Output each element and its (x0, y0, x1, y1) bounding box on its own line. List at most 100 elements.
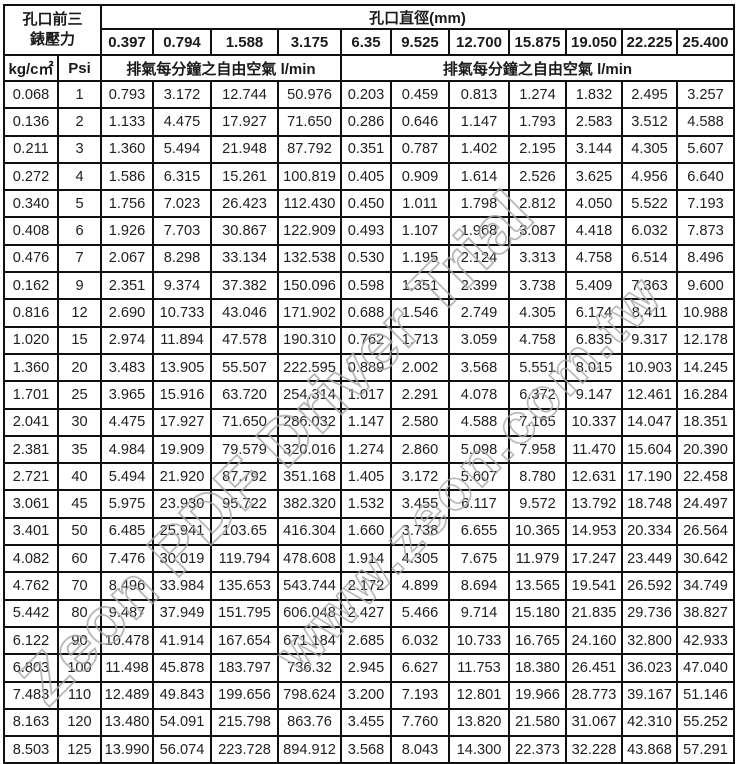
flow-cell-22225: 3.512 (621, 107, 678, 137)
table-row: 6.122 90 10.478 41.914 167.654 671.184 2.685 6.… (3, 625, 735, 656)
flow-cell-0794: 33.984 (152, 571, 212, 601)
flow-cell-12700: 10.733 (448, 625, 510, 656)
flow-cell-0397: 5.975 (100, 489, 154, 519)
flow-cell-0397: 5.494 (100, 462, 154, 492)
flow-cell-9525: 8.043 (390, 735, 450, 764)
flow-cell-3175: 671.184 (277, 625, 342, 656)
flow-cell-22225: 43.868 (621, 735, 678, 764)
table-row: 5.442 80 9.487 37.949 151.795 606.048 2.427 5.4… (3, 598, 735, 628)
pressure-psi-cell: 4 (57, 161, 102, 192)
flow-cell-15875: 2.526 (508, 161, 567, 192)
pressure-psi-cell: 25 (57, 380, 102, 410)
pressure-psi-cell: 110 (57, 680, 102, 710)
flow-cell-25400: 42.933 (676, 625, 735, 656)
flow-cell-3175: 87.792 (277, 134, 342, 164)
table-row: 4.762 70 8.496 33.984 135.653 543.744 2.172 4.8… (3, 571, 735, 601)
table-row: 7.483 110 12.489 49.843 199.656 798.624 3.200 7… (3, 680, 735, 710)
flow-cell-0794: 5.494 (152, 134, 212, 164)
flow-cell-12700: 3.059 (448, 325, 510, 355)
pressure-title-cell: 孔口前三 錶壓力 (3, 4, 102, 56)
flow-cell-25400: 12.178 (676, 325, 735, 355)
flow-cell-22225: 15.604 (621, 434, 678, 465)
flow-cell-635: 0.530 (340, 243, 392, 274)
pressure-psi-cell: 70 (57, 571, 102, 601)
flow-cell-635: 0.450 (340, 189, 392, 219)
pressure-kg-cell: 7.483 (3, 680, 59, 710)
flow-cell-12700: 2.749 (448, 298, 510, 328)
flow-cell-3175: 863.76 (277, 707, 342, 738)
pressure-psi-cell: 20 (57, 352, 102, 383)
flow-cell-12700: 2.399 (448, 271, 510, 301)
flow-cell-19050: 26.451 (565, 653, 623, 683)
flow-cell-0794: 6.315 (152, 161, 212, 192)
flow-cell-635: 0.762 (340, 325, 392, 355)
flow-cell-1588: 119.794 (210, 544, 279, 574)
flow-cell-0397: 2.351 (100, 271, 154, 301)
flow-cell-1588: 79.579 (210, 434, 279, 465)
flow-cell-22225: 5.522 (621, 189, 678, 219)
flow-cell-1588: 167.654 (210, 625, 279, 656)
flow-cell-25400: 34.749 (676, 571, 735, 601)
flow-cell-25400: 14.245 (676, 352, 735, 383)
pressure-psi-cell: 60 (57, 544, 102, 574)
flow-cell-3175: 351.168 (277, 462, 342, 492)
table-row: 0.162 9 2.351 9.374 37.382 150.096 0.598 1.351 2… (3, 271, 735, 301)
flow-cell-3175: 171.902 (277, 298, 342, 328)
flow-cell-9525: 1.546 (390, 298, 450, 328)
flow-cell-3175: 286.032 (277, 407, 342, 437)
flow-cell-25400: 6.640 (676, 161, 735, 192)
flow-cell-3175: 320.016 (277, 434, 342, 465)
flow-cell-12700: 6.117 (448, 489, 510, 519)
diameter-header-cell: 19.050 (565, 28, 623, 56)
flow-cell-1588: 63.720 (210, 380, 279, 410)
flow-cell-15875: 7.165 (508, 407, 567, 437)
diameter-header-cell: 25.400 (676, 28, 735, 56)
flow-cell-9525: 6.627 (390, 653, 450, 683)
diameter-header-cell: 12.700 (448, 28, 510, 56)
pressure-title-line1: 孔口前三 (22, 10, 83, 28)
flow-cell-1588: 26.423 (210, 189, 279, 219)
flow-cell-0794: 11.894 (152, 325, 212, 355)
pressure-psi-cell: 2 (57, 107, 102, 137)
flow-cell-0794: 7.703 (152, 216, 212, 246)
flow-cell-22225: 32.800 (621, 625, 678, 656)
flow-cell-22225: 14.047 (621, 407, 678, 437)
flow-cell-9525: 1.713 (390, 325, 450, 355)
flow-cell-635: 1.660 (340, 516, 392, 547)
flow-cell-635: 1.914 (340, 544, 392, 574)
flow-cell-3175: 122.909 (277, 216, 342, 246)
flow-cell-9525: 3.738 (390, 516, 450, 547)
flow-cell-15875: 19.966 (508, 680, 567, 710)
table-row: 0.816 12 2.690 10.733 43.046 171.902 0.688 1.54… (3, 298, 735, 328)
table-row: 0.211 3 1.360 5.494 21.948 87.792 0.351 0.787 1.… (3, 134, 735, 164)
flow-cell-12700: 5.098 (448, 434, 510, 465)
flow-cell-635: 0.889 (340, 352, 392, 383)
pressure-kg-cell: 2.381 (3, 434, 59, 465)
flow-cell-19050: 3.144 (565, 134, 623, 164)
flow-cell-19050: 3.625 (565, 161, 623, 192)
flow-cell-25400: 38.827 (676, 598, 735, 628)
flow-cell-3175: 222.595 (277, 352, 342, 383)
flow-cell-12700: 0.813 (448, 79, 510, 110)
diameter-header-cell: 22.225 (621, 28, 678, 56)
flow-cell-19050: 6.174 (565, 298, 623, 328)
flow-cell-0794: 23.930 (152, 489, 212, 519)
pressure-kg-cell: 0.211 (3, 134, 59, 164)
flow-cell-19050: 4.758 (565, 243, 623, 274)
table-row: 0.272 4 1.586 6.315 15.261 100.819 0.405 0.909 1… (3, 161, 735, 192)
flow-cell-635: 3.455 (340, 707, 392, 738)
flow-cell-25400: 4.588 (676, 107, 735, 137)
flow-cell-1588: 87.792 (210, 462, 279, 492)
flow-cell-0794: 3.172 (152, 79, 212, 110)
flow-cell-635: 1.405 (340, 462, 392, 492)
pressure-kg-cell: 0.408 (3, 216, 59, 246)
flow-cell-22225: 10.903 (621, 352, 678, 383)
airflow-table-body: 0.068 1 0.793 3.172 12.744 50.976 0.203 0.459 0.… (3, 79, 735, 764)
flow-cell-0794: 49.843 (152, 680, 212, 710)
flow-cell-25400: 30.642 (676, 544, 735, 574)
flow-cell-0397: 13.480 (100, 707, 154, 738)
pressure-kg-cell: 1.360 (3, 352, 59, 383)
flow-cell-12700: 1.798 (448, 189, 510, 219)
flow-cell-3175: 382.320 (277, 489, 342, 519)
flow-cell-0794: 54.091 (152, 707, 212, 738)
